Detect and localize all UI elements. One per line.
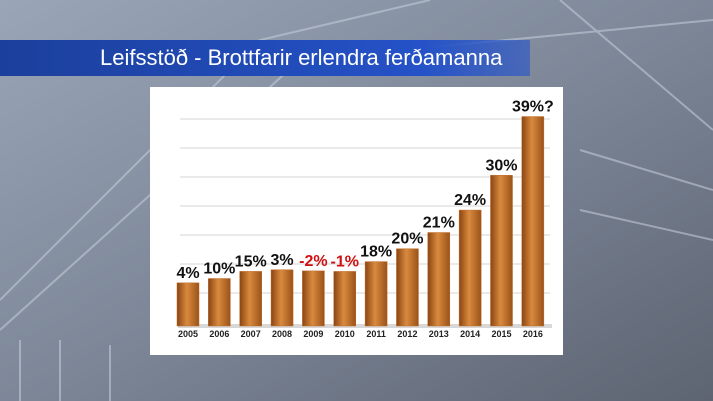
x-tick-label: 2015 bbox=[491, 329, 511, 339]
bar bbox=[176, 282, 200, 327]
value-label: 39%? bbox=[512, 99, 554, 116]
x-tick-label: 2016 bbox=[523, 329, 543, 339]
bar bbox=[270, 269, 294, 327]
bar bbox=[302, 270, 325, 327]
value-label: 4% bbox=[176, 265, 199, 282]
bar bbox=[364, 261, 388, 327]
x-tick-label: 2008 bbox=[272, 329, 292, 339]
x-tick-label: 2014 bbox=[460, 329, 480, 339]
title-banner bbox=[0, 40, 530, 76]
bar bbox=[208, 278, 231, 327]
value-label: 10% bbox=[203, 261, 235, 278]
bar bbox=[333, 271, 356, 327]
value-label: 21% bbox=[423, 215, 455, 232]
x-tick-label: 2011 bbox=[366, 329, 386, 339]
value-label: -2% bbox=[299, 253, 327, 270]
x-tick-label: 2010 bbox=[335, 329, 355, 339]
x-tick-label: 2005 bbox=[178, 329, 198, 339]
value-label: -1% bbox=[331, 253, 359, 270]
bar bbox=[427, 232, 451, 327]
value-label: 18% bbox=[360, 244, 392, 261]
value-label: 24% bbox=[454, 192, 486, 209]
value-label: 3% bbox=[270, 252, 293, 269]
bar bbox=[490, 175, 513, 327]
bar bbox=[521, 116, 545, 327]
value-label: 15% bbox=[235, 253, 267, 270]
value-label: 30% bbox=[485, 157, 517, 174]
chart-title: Leifsstöð - Brottfarir erlendra ferðaman… bbox=[100, 45, 503, 70]
x-tick-label: 2013 bbox=[429, 329, 449, 339]
bar bbox=[458, 209, 482, 327]
x-tick-label: 2006 bbox=[209, 329, 229, 339]
value-label: 20% bbox=[391, 231, 423, 248]
bar bbox=[239, 271, 262, 327]
x-tick-label: 2007 bbox=[241, 329, 261, 339]
bar bbox=[396, 248, 419, 327]
x-tick-label: 2012 bbox=[397, 329, 417, 339]
x-tick-label: 2009 bbox=[303, 329, 323, 339]
